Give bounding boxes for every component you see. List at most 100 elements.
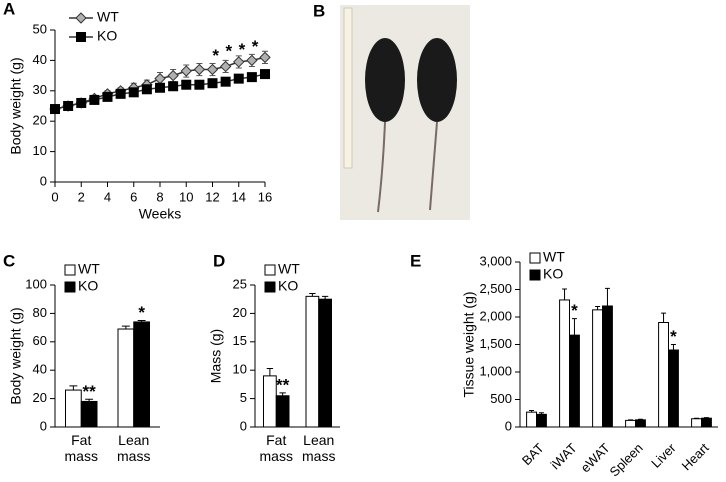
error-bar <box>69 385 78 391</box>
legend-label: KO <box>97 28 117 44</box>
y-tick-label: 2,000 <box>479 308 512 323</box>
point <box>76 97 87 108</box>
y-axis-label: Body weight (g) <box>8 57 24 154</box>
y-tick-label: 40 <box>33 52 47 67</box>
error-bar <box>670 344 676 350</box>
point <box>168 81 179 92</box>
point <box>233 56 245 68</box>
legend-swatch <box>529 269 541 281</box>
x-tick-label: Liver <box>648 440 679 471</box>
bar <box>536 413 547 428</box>
y-axis-label: Mass (g) <box>208 329 224 383</box>
point <box>141 84 152 95</box>
point <box>102 91 113 102</box>
mouse-photo <box>340 5 470 220</box>
legend-label: KO <box>278 278 298 294</box>
bar <box>275 395 290 428</box>
bar <box>80 400 98 428</box>
error-bar <box>661 312 667 323</box>
point <box>154 72 166 85</box>
y-tick-label: 15 <box>233 333 247 348</box>
error-bar <box>137 320 146 322</box>
y-tick-label: 0 <box>240 418 247 433</box>
panel-letter: E <box>410 251 421 270</box>
error-bar <box>266 367 274 376</box>
error-bar <box>604 287 610 306</box>
y-tick-label: 0 <box>40 173 47 188</box>
point <box>63 101 74 111</box>
bar <box>658 322 669 428</box>
point <box>233 73 244 84</box>
legend-swatch <box>264 281 276 293</box>
significance: ** <box>83 382 97 401</box>
y-tick-label: 500 <box>490 391 512 406</box>
x-tick-label: Heart <box>679 440 712 473</box>
x-tick-label: 8 <box>156 189 163 204</box>
error-bar <box>595 306 601 310</box>
point <box>181 79 192 90</box>
y-tick-label: 20 <box>33 113 47 128</box>
x-tick-label: 6 <box>130 189 137 204</box>
y-tick-label: 0 <box>505 418 512 433</box>
bar <box>592 309 603 428</box>
point <box>180 65 192 77</box>
legend-marker <box>75 12 87 24</box>
error-bar <box>279 392 286 396</box>
x-tick-label: Fat mass <box>260 432 293 464</box>
x-axis-label: Weeks <box>139 206 182 222</box>
x-tick-label: 4 <box>104 189 111 204</box>
x-tick-label: 10 <box>179 189 193 204</box>
y-tick-label: 2,500 <box>479 281 512 296</box>
annotation: * <box>239 40 246 59</box>
error-bar <box>321 295 329 300</box>
annotation: * <box>212 46 219 65</box>
legend-label: WT <box>78 261 100 277</box>
x-tick-label: 16 <box>258 189 272 204</box>
legend-swatch <box>64 281 76 293</box>
panel-letter: B <box>313 1 325 20</box>
point <box>50 104 60 115</box>
error-bar <box>628 419 634 421</box>
point <box>260 69 270 80</box>
error-bar <box>309 293 316 297</box>
legend-swatch <box>529 252 541 264</box>
y-tick-label: 80 <box>33 305 47 320</box>
y-tick-label: 0 <box>40 418 47 433</box>
y-tick-label: 25 <box>233 276 247 291</box>
panel-letter: C <box>3 251 15 270</box>
annotation: * <box>252 37 259 56</box>
point <box>220 76 231 87</box>
x-tick-label: Spleen <box>606 440 645 477</box>
y-axis-label: Body weight (g) <box>8 307 24 404</box>
point <box>193 63 206 76</box>
point <box>194 79 205 90</box>
y-tick-label: 30 <box>33 82 47 97</box>
legend-marker <box>76 32 86 42</box>
error-bar <box>571 318 577 336</box>
y-tick-label: 5 <box>240 390 247 405</box>
x-tick-label: 12 <box>205 189 219 204</box>
error-bar <box>694 417 700 419</box>
y-tick-label: 1,500 <box>479 336 512 351</box>
significance: * <box>670 327 677 346</box>
bar <box>691 418 702 428</box>
x-tick-label: Lean mass <box>117 432 150 464</box>
point <box>89 94 100 105</box>
significance: * <box>571 301 578 320</box>
point <box>155 82 165 93</box>
y-tick-label: 3,000 <box>479 253 512 268</box>
legend-label: WT <box>278 261 300 277</box>
legend-swatch <box>64 264 76 276</box>
y-tick-label: 10 <box>233 362 247 377</box>
point <box>115 88 126 99</box>
point <box>259 51 271 64</box>
x-tick-label: BAT <box>519 440 547 468</box>
y-tick-label: 50 <box>33 21 47 36</box>
annotation: * <box>225 41 232 60</box>
point <box>167 69 179 82</box>
x-tick-label: iWAT <box>548 440 580 472</box>
bar <box>602 305 613 428</box>
bar <box>305 295 320 428</box>
error-bar <box>121 325 130 330</box>
y-tick-label: 100 <box>25 276 47 291</box>
